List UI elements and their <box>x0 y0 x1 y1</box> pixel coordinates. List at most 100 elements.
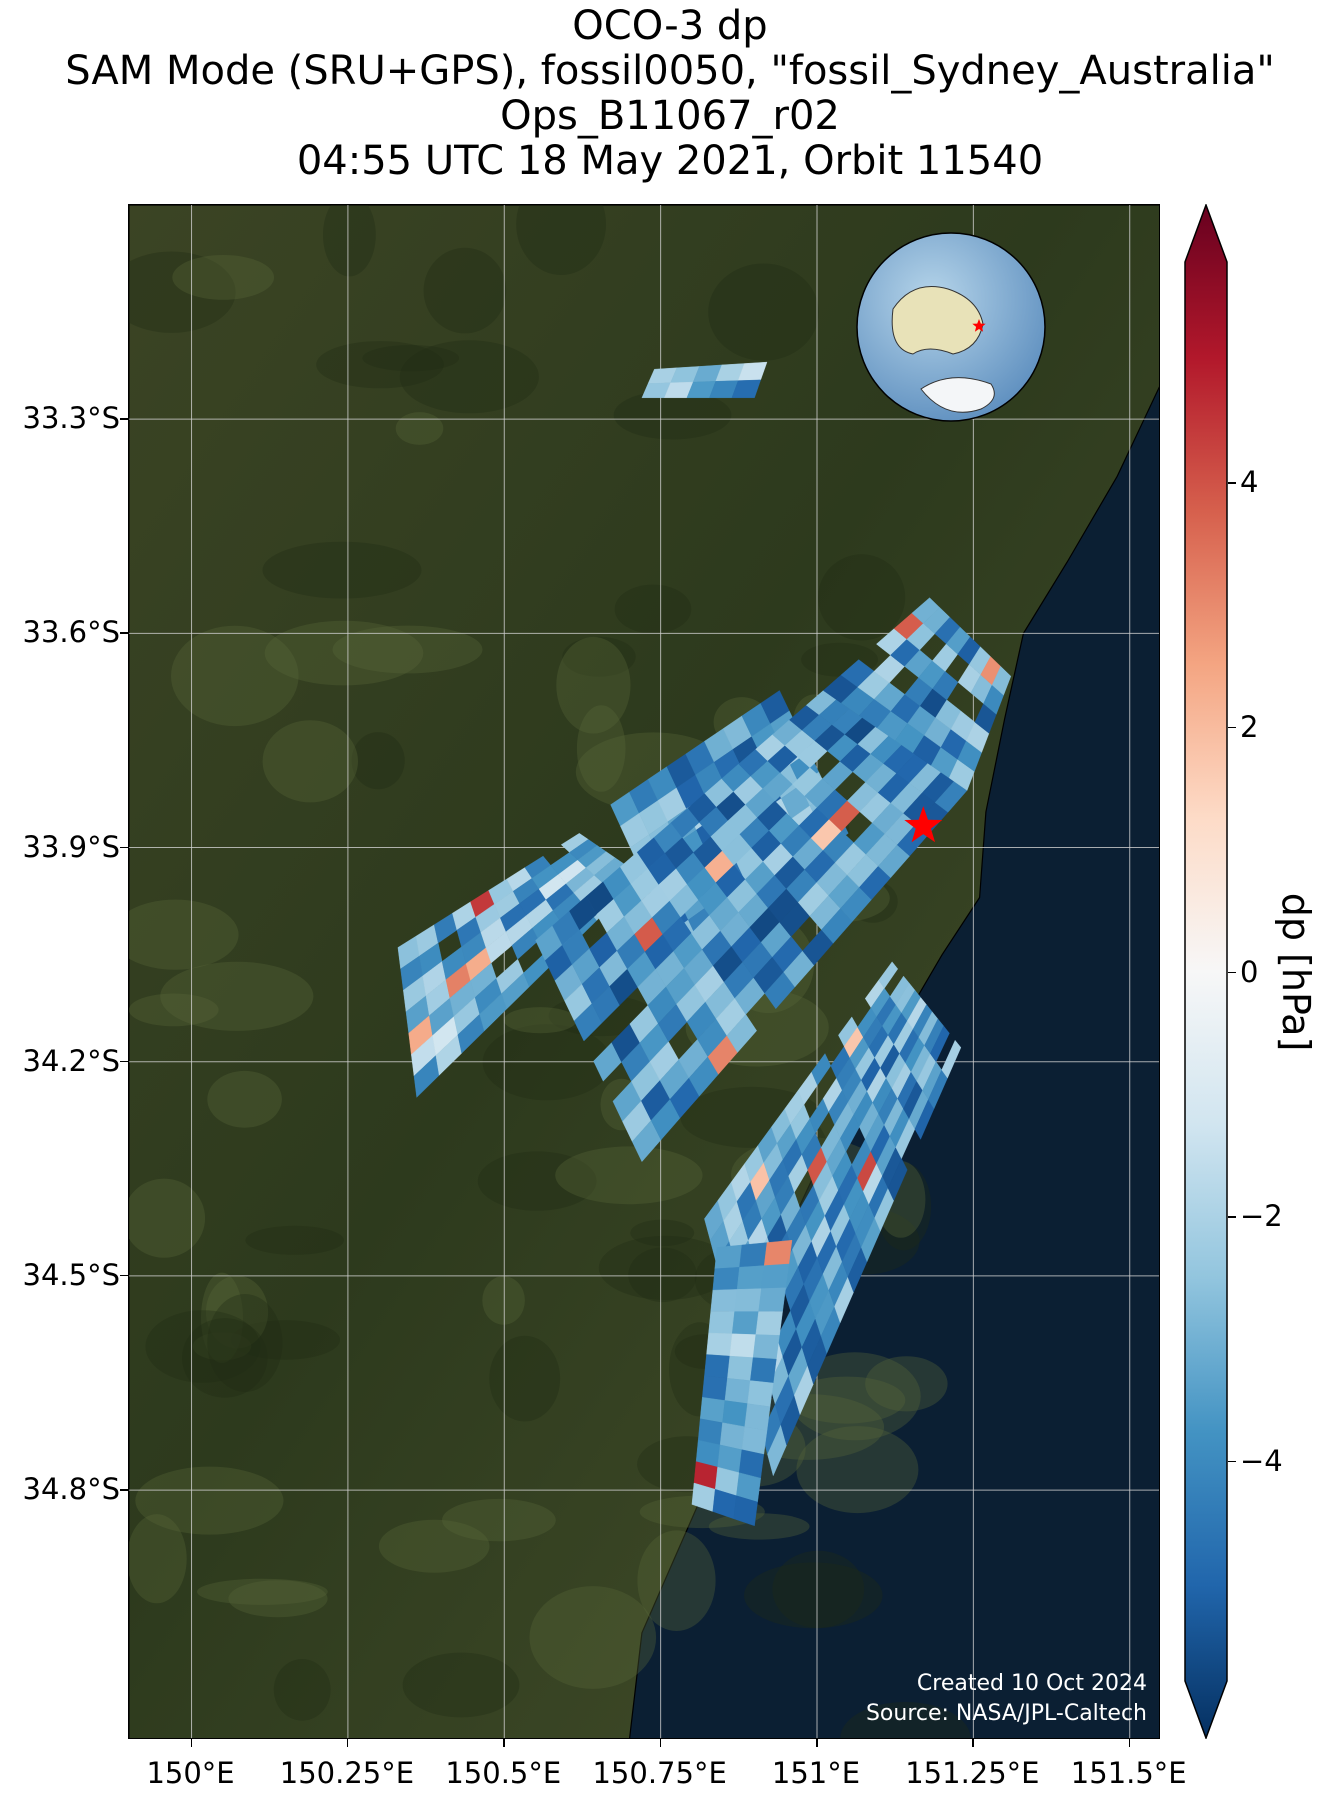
sounding-cell <box>702 1375 728 1401</box>
terrain-patch <box>708 1513 810 1540</box>
terrain-patch <box>529 1586 657 1689</box>
credit-source: Source: NASA/JPL-Caltech <box>865 1701 1147 1726</box>
terrain-patch <box>205 1275 269 1349</box>
sounding-cell <box>734 1288 762 1312</box>
lon-tick <box>1128 1739 1131 1747</box>
sounding-cell <box>744 1403 771 1431</box>
sounding-cell <box>741 1426 768 1455</box>
colorbar-tick-label: 2 <box>1240 709 1259 744</box>
terrain-patch <box>332 625 483 674</box>
sounding-cell <box>726 1014 757 1053</box>
terrain-patch <box>637 1530 716 1631</box>
sounding-cell <box>733 1495 758 1527</box>
lon-tick-label: 150.75°E <box>592 1756 727 1790</box>
colorbar-tick-label: −2 <box>1240 1199 1283 1234</box>
sounding-cell <box>736 1265 765 1290</box>
sounding-cell <box>878 961 899 989</box>
gridlines <box>129 205 1159 1738</box>
terrain-patch <box>865 1356 948 1412</box>
terrain-patch <box>201 1272 243 1364</box>
terrain-patch <box>273 1659 331 1721</box>
sounding-cell <box>887 1158 908 1201</box>
terrain-patch <box>744 1562 883 1629</box>
lat-tick <box>120 632 128 634</box>
lon-tick <box>503 1739 505 1747</box>
terrain-patch <box>129 993 219 1027</box>
lat-tick-label: 34.5°S <box>22 1257 120 1292</box>
lon-tick <box>346 1739 349 1747</box>
terrain-patch <box>245 1225 344 1255</box>
lat-tick-label: 34.2°S <box>22 1043 120 1078</box>
antarctica-shape <box>920 377 995 413</box>
terrain-patch <box>555 1146 703 1205</box>
swath-main-swath-3 <box>822 597 1012 791</box>
lat-tick <box>120 846 128 849</box>
terrain-patch <box>442 1498 556 1542</box>
terrain-patch <box>228 1580 328 1618</box>
colorbar-tick-label: 4 <box>1240 465 1259 500</box>
swath-western-strip <box>397 833 643 1098</box>
sounding-cell <box>706 1332 733 1357</box>
lon-tick-label: 150.25°E <box>279 1756 415 1790</box>
lat-tick-label: 34.8°S <box>22 1472 120 1507</box>
target-marker-layer <box>904 806 943 843</box>
sounding-cell <box>930 1025 950 1063</box>
terrain-patch <box>323 205 376 277</box>
sounding-cell <box>991 666 1012 696</box>
sounding-cell <box>752 1334 780 1360</box>
terrain-patch <box>796 1426 919 1514</box>
terrain-patch <box>316 341 444 389</box>
colorbar-tick <box>1228 1460 1236 1463</box>
sounding-cell <box>758 1287 786 1312</box>
lon-tick <box>190 1739 193 1747</box>
sounding-cell <box>727 1355 754 1381</box>
chart-title-line-2: SAM Mode (SRU+GPS), fossil0050, "fossil_… <box>65 48 1275 94</box>
sounding-cell <box>739 1242 768 1268</box>
sounding-cell <box>724 1378 751 1404</box>
terrain-patch <box>182 1318 268 1398</box>
sounding-cell <box>722 1400 748 1427</box>
inset-globe <box>856 232 1046 422</box>
terrain-patch <box>262 720 358 803</box>
terrain-patch <box>402 1652 520 1718</box>
sounding-cell <box>747 1380 774 1408</box>
colorbar-tick <box>1228 1216 1236 1218</box>
terrain-patch <box>614 584 692 634</box>
terrain-patch <box>562 636 636 677</box>
colorbar-label: dp [hPa] <box>1274 892 1318 1052</box>
terrain-patch <box>818 554 906 641</box>
terrain-patch <box>351 732 405 790</box>
terrain-patch <box>613 390 732 440</box>
lat-tick-label: 33.6°S <box>22 615 120 650</box>
sounding-cell <box>729 1333 757 1358</box>
lon-tick-label: 151.5°E <box>1070 1756 1187 1790</box>
map-canvas <box>129 205 1159 1738</box>
chart-title-line-3: Ops_B11067_r02 <box>500 93 840 139</box>
sounding-cell <box>708 1311 735 1335</box>
sounding-cell <box>710 1289 738 1312</box>
lat-tick <box>120 1274 128 1277</box>
swath-northern-fragment <box>641 361 768 399</box>
sounding-cell <box>750 1357 777 1384</box>
terrain-patch <box>129 251 236 333</box>
chart-title-block: OCO-3 dp SAM Mode (SRU+GPS), fossil0050,… <box>0 4 1340 184</box>
sounding-cell <box>714 1244 743 1270</box>
colorbar-tick-label: −4 <box>1240 1443 1283 1478</box>
lat-tick-label: 33.9°S <box>22 829 120 864</box>
terrain-patch <box>197 1578 328 1605</box>
terrain-patch <box>378 1519 490 1573</box>
terrain-patch <box>482 1024 612 1101</box>
terrain-patch <box>395 412 444 445</box>
chart-title-line-4: 04:55 UTC 18 May 2021, Orbit 11540 <box>296 138 1044 184</box>
lon-tick <box>972 1739 974 1747</box>
terrain-patch <box>362 345 459 372</box>
lon-tick-label: 151°E <box>771 1756 861 1790</box>
terrain-patch <box>576 705 626 792</box>
lon-tick <box>816 1739 818 1747</box>
terrain-patch <box>503 1007 577 1034</box>
terrain-patch <box>482 1276 525 1325</box>
terrain-patch <box>630 1219 695 1247</box>
terrain-patch <box>129 1514 187 1604</box>
terrain-patch <box>160 961 314 1031</box>
lat-tick-label: 33.3°S <box>22 401 120 436</box>
